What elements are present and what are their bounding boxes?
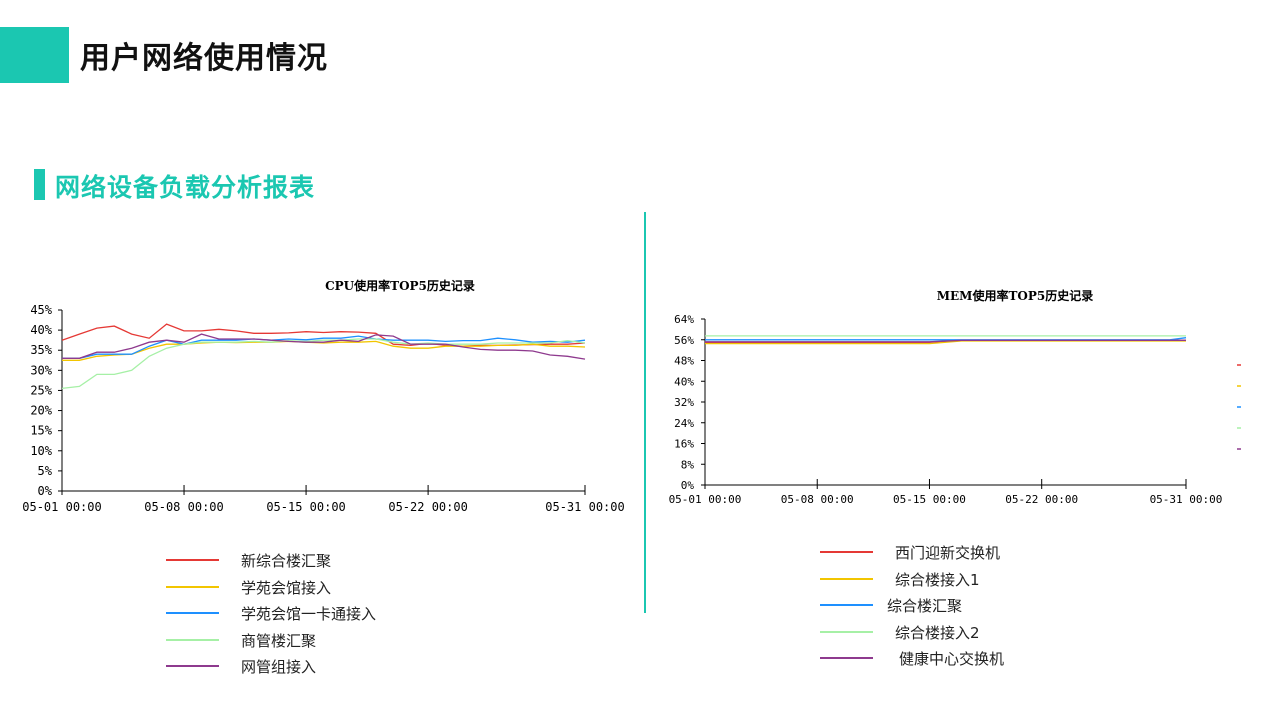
legend-swatch bbox=[820, 604, 873, 606]
mem-chart-title: MEM使用率TOP5历史记录 bbox=[937, 288, 1093, 303]
cpu-x-tick-label: 05-15 00:00 bbox=[266, 500, 345, 514]
mem-chart: MEM使用率TOP5历史记录 0% 8% 16% 24% 32% 40% 48% 56% 64% 0… bbox=[669, 288, 1223, 506]
cpu-y-tick-label: 0% bbox=[38, 484, 53, 498]
legend-label: 综合楼汇聚 bbox=[887, 597, 963, 615]
cpu-y-tick-label: 35% bbox=[30, 343, 52, 357]
cpu-x-tick-label: 05-22 00:00 bbox=[388, 500, 467, 514]
cpu-y-tick-label: 20% bbox=[30, 404, 52, 418]
legend-label: 综合楼接入2 bbox=[895, 623, 980, 642]
mem-x-tick-label: 05-22 00:00 bbox=[1005, 493, 1078, 506]
legend-swatch bbox=[820, 577, 873, 580]
mem-series-line-3 bbox=[705, 337, 1187, 341]
legend-label: 学苑会馆一卡通接入 bbox=[241, 605, 377, 623]
mem-y-tick-label: 24% bbox=[674, 417, 694, 430]
page-title: 用户网络使用情况 bbox=[80, 41, 328, 76]
legend-label: 学苑会馆接入 bbox=[241, 578, 332, 597]
legend-swatch bbox=[166, 665, 219, 667]
mem-x-tick-label: 05-31 00:00 bbox=[1150, 493, 1223, 506]
mem-series-line-2 bbox=[705, 340, 1186, 345]
title-accent-block bbox=[0, 27, 69, 83]
mem-x-tick-label: 05-08 00:00 bbox=[781, 493, 854, 506]
mem-y-tick-label: 40% bbox=[674, 375, 694, 388]
legend-label: 综合楼接入1 bbox=[895, 570, 980, 589]
cpu-y-tick-label: 40% bbox=[30, 323, 52, 337]
mem-x-tick-label: 05-15 00:00 bbox=[893, 493, 966, 506]
mem-x-tick-label: 05-01 00:00 bbox=[669, 493, 742, 506]
mem-y-tick-label: 64% bbox=[674, 313, 694, 326]
legend-swatch bbox=[820, 630, 873, 633]
section-title: 网络设备负载分析报表 bbox=[55, 173, 316, 202]
legend-swatch bbox=[820, 551, 873, 553]
mem-y-tick-label: 56% bbox=[674, 334, 694, 347]
legend-swatch bbox=[820, 657, 873, 659]
cpu-y-tick-label: 25% bbox=[30, 383, 52, 397]
vertical-divider bbox=[644, 212, 646, 613]
legend-swatch bbox=[166, 585, 219, 588]
cpu-x-tick-label: 05-31 00:00 bbox=[545, 500, 624, 514]
cpu-x-tick-label: 05-01 00:00 bbox=[22, 500, 101, 514]
legend-label: 网管组接入 bbox=[241, 658, 317, 676]
mem-series-line-5 bbox=[705, 339, 1186, 343]
cpu-chart: CPU使用率TOP5历史记录 0% 5% 10% 15% 20% 25% 30% 35% 40% 4… bbox=[22, 278, 624, 514]
legend-label: 商管楼汇聚 bbox=[241, 631, 317, 650]
legend-label: 新综合楼汇聚 bbox=[241, 552, 332, 570]
cpu-y-tick-label: 45% bbox=[30, 303, 52, 317]
cpu-series-line-5 bbox=[62, 333, 586, 360]
legend-swatch bbox=[166, 559, 219, 561]
cpu-series-line-3 bbox=[62, 335, 586, 359]
cpu-y-tick-label: 5% bbox=[38, 464, 53, 478]
cpu-series-line-4 bbox=[61, 338, 586, 390]
mem-y-tick-label: 48% bbox=[674, 355, 694, 368]
mem-y-tick-label: 16% bbox=[674, 438, 694, 451]
cpu-y-tick-label: 30% bbox=[30, 363, 52, 377]
cpu-y-tick-label: 10% bbox=[30, 444, 52, 458]
legend-swatch bbox=[166, 638, 219, 641]
legend-swatch bbox=[166, 612, 219, 614]
cpu-y-tick-label: 15% bbox=[30, 424, 52, 438]
mem-y-tick-label: 0% bbox=[681, 479, 695, 492]
legend-label: 西门迎新交换机 bbox=[895, 544, 1001, 562]
cpu-chart-title: CPU使用率TOP5历史记录 bbox=[325, 278, 475, 293]
mem-y-tick-label: 8% bbox=[681, 458, 695, 471]
cpu-x-tick-label: 05-08 00:00 bbox=[144, 500, 223, 514]
legend-label: 健康中心交换机 bbox=[899, 650, 1005, 668]
cpu-series-line-2 bbox=[62, 340, 586, 361]
mem-y-tick-label: 32% bbox=[674, 396, 694, 409]
section-accent-bar bbox=[34, 169, 45, 200]
